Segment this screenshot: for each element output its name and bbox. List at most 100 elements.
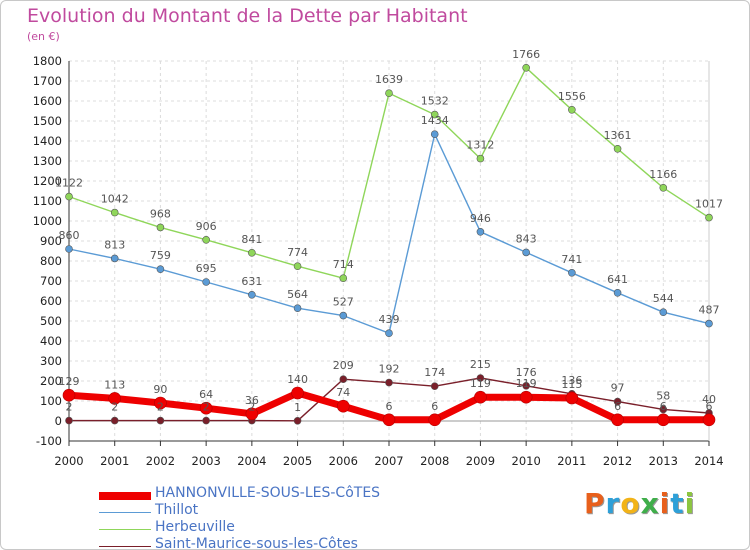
legend-swatch-hannonville [99,492,151,500]
x-tick-label: 2010 [512,454,541,468]
data-point [293,262,302,271]
x-tick-label: 2002 [146,454,175,468]
data-label: 136 [561,374,582,387]
data-point [156,416,165,425]
logo-letter: o [620,487,641,520]
data-label: 906 [196,220,217,233]
logo-letter: t [670,487,685,520]
x-tick-label: 2005 [283,454,312,468]
logo-letter: i [684,487,696,520]
data-point [248,290,256,299]
data-point [476,374,485,382]
y-tick-label: 1100 [33,194,62,208]
data-label: 6 [706,400,713,413]
y-tick-label: 100 [40,394,62,408]
y-tick-label: 500 [40,314,62,328]
data-point [65,192,73,201]
x-tick-label: 2000 [54,454,83,468]
y-tick-label: 800 [40,254,62,268]
data-label: 1556 [558,90,586,103]
x-tick-label: 2014 [694,454,723,468]
data-point [430,382,439,391]
data-point [202,278,210,286]
data-point [202,236,210,244]
legend-label: Thillot [155,502,199,518]
legend-label: HANNONVILLE-SOUS-LES-CôTES [155,485,381,501]
data-label: 40 [702,393,716,406]
data-point [65,416,73,425]
data-label: 6 [431,400,438,413]
y-tick-label: 200 [40,374,62,388]
y-tick-label: 900 [40,234,62,248]
data-label: 6 [660,400,667,413]
data-point [430,130,439,138]
legend-swatch-thillot [99,512,151,513]
data-point [613,145,622,153]
data-label: 90 [153,383,167,396]
data-point [248,249,256,257]
data-label: 1 [294,401,301,414]
data-point [613,288,622,297]
y-tick-label: 1300 [33,154,62,168]
x-tick-label: 2006 [329,454,358,468]
data-point [293,304,302,313]
data-point [382,413,396,427]
data-label: 209 [333,359,354,372]
data-point [339,375,348,384]
data-point [293,416,302,425]
y-tick-label: 1500 [33,114,62,128]
axes: -100 0 100 200 300 400 500 600 700 800 900 1000 1100… [33,54,724,468]
data-label: 860 [59,229,80,242]
data-labels: 1122104296890684177471416391532131217661… [55,48,723,414]
data-label: 2 [111,401,118,414]
data-label: 129 [59,375,80,388]
data-point [339,274,348,283]
data-point [702,413,716,427]
y-tick-label: 700 [40,274,62,288]
data-point [705,319,713,328]
data-point [110,254,119,263]
data-point [108,392,122,405]
data-label: 714 [333,258,354,271]
data-label: 841 [241,233,262,246]
y-tick-label: 0 [55,414,62,428]
data-label: 631 [241,275,262,288]
legend-label: Saint-Maurice-sous-les-Côtes [155,536,358,550]
data-point [659,405,668,414]
data-point [568,106,576,114]
x-tick-label: 2013 [649,454,678,468]
y-tick-label: 1200 [33,174,62,188]
y-tick-label: -100 [36,434,62,448]
data-point [522,248,530,257]
y-tick-label: 300 [40,354,62,368]
legend-swatch-herbeuville [99,529,151,530]
data-label: 140 [287,373,308,386]
series-lines [62,64,716,427]
data-label: 774 [287,246,308,259]
data-label: 695 [196,262,217,275]
x-tick-label: 2007 [374,454,403,468]
data-label: 2 [66,401,73,414]
data-point [154,396,167,410]
proxiti-logo: Proxiti [584,487,695,520]
y-tick-label: 1700 [33,74,62,88]
legend-swatch-saint-maurice [99,546,151,547]
chart-unit: (en €) [27,30,60,43]
data-label: 1639 [375,73,403,86]
data-label: 527 [333,296,354,309]
data-label: 174 [424,366,445,379]
data-label: 64 [199,388,213,401]
data-label: 215 [470,358,491,371]
data-point [474,390,487,404]
data-point [565,391,579,405]
data-label: 1532 [421,95,449,108]
data-label: 439 [379,313,400,326]
legend-label: Herbeuville [155,519,235,535]
data-label: 843 [516,232,537,245]
data-point [156,223,165,232]
data-point [385,329,393,338]
data-point [385,378,393,387]
data-point [656,413,670,427]
data-label: 2 [157,401,164,414]
x-tick-label: 2012 [603,454,632,468]
